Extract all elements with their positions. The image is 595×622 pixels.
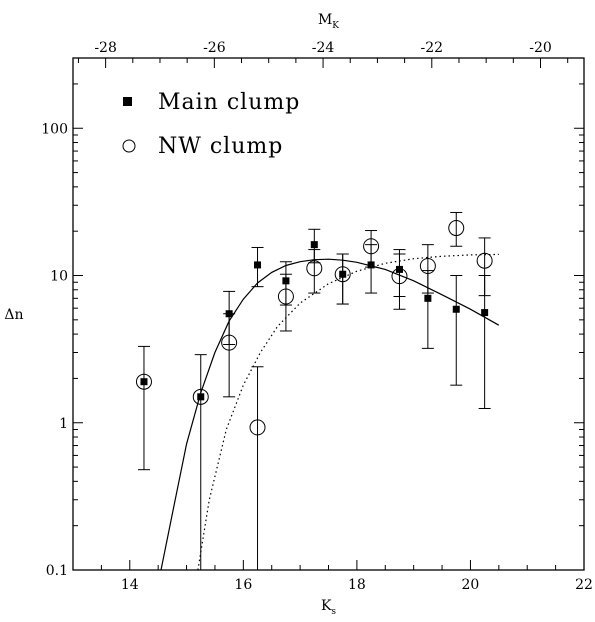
top-tick-label: -24 [312, 40, 335, 56]
x-tick-label: 16 [234, 577, 252, 593]
nw-clump-point [192, 388, 209, 405]
x-tick-label: 14 [121, 577, 139, 593]
y-axis-title: Δn [4, 307, 23, 323]
legend-label-main-clump: Main clump [158, 90, 300, 115]
legend-marker-main-clump [123, 97, 132, 106]
nw-clump-point [476, 252, 493, 269]
main-clump-point [339, 270, 347, 278]
x-tick-label: 20 [462, 577, 480, 593]
model-curves [160, 253, 500, 570]
y-tick-label: 10 [50, 269, 68, 285]
main-clump-point [225, 310, 233, 318]
main-clump-point [282, 277, 290, 285]
nw-clump-point [221, 334, 238, 351]
nw-clump-point [334, 266, 351, 283]
main-clump-point [310, 241, 318, 249]
top-axis-title: MK [318, 12, 339, 31]
nw-clump-fit-curve [197, 253, 499, 570]
nw-clump-point [135, 373, 152, 390]
x-tick-label: 22 [575, 577, 593, 593]
main-clump-point [254, 261, 262, 269]
tick-labels: 14 16 18 20 22 -28 -26 -24 -22 -20 0.1 1 10 100 [41, 40, 593, 593]
plot-frame [72, 57, 585, 571]
main-clump-point [481, 309, 489, 317]
main-clump-point [140, 378, 148, 386]
legend: Main clump NW clump [122, 90, 300, 159]
main-clump-fit-curve [160, 258, 500, 570]
top-tick-label: -20 [529, 40, 552, 56]
nw-clump-point [448, 220, 465, 237]
error-bars [137, 211, 491, 570]
top-tick-label: -28 [94, 40, 117, 56]
nw-clump-point [277, 288, 294, 305]
top-tick-label: -26 [203, 40, 226, 56]
legend-marker-nw-clump [122, 139, 136, 153]
nw-clump-point [306, 260, 323, 277]
main-clump-point [367, 261, 375, 269]
y-tick-label: 100 [41, 121, 68, 137]
main-clump-point [197, 393, 205, 401]
main-clump-point [395, 265, 403, 273]
y-tick-label: 1 [59, 416, 68, 432]
top-tick-label: -22 [421, 40, 444, 56]
x-axis-title: Ks [321, 598, 336, 617]
y-tick-label: 0.1 [46, 563, 68, 579]
main-clump-point [424, 294, 432, 302]
axis-ticks [72, 57, 585, 571]
nw-clump-point [363, 238, 380, 255]
nw-clump-point [419, 258, 436, 275]
nw-clump-point [391, 268, 408, 285]
x-tick-label: 18 [348, 577, 366, 593]
main-clump-point [452, 305, 460, 313]
legend-label-nw-clump: NW clump [158, 134, 283, 159]
data-markers [135, 220, 493, 436]
nw-clump-point [249, 419, 266, 436]
